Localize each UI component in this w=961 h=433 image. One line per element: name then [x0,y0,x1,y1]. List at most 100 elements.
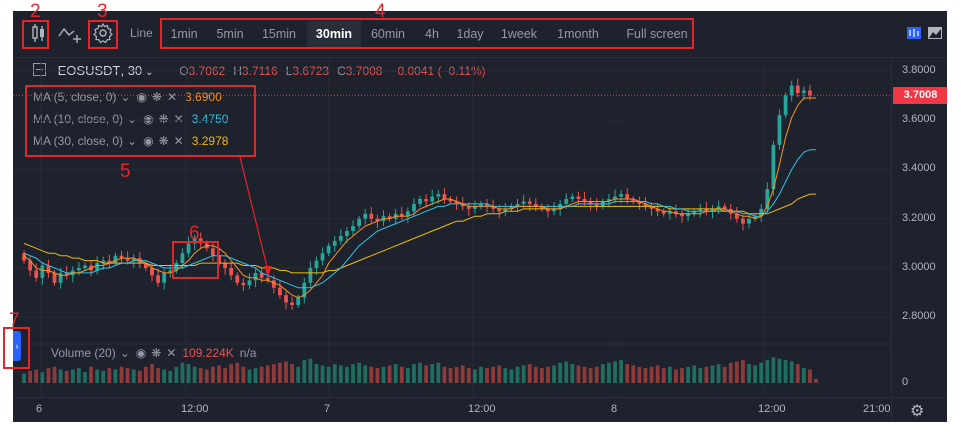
candlestick-icon[interactable] [27,21,49,45]
candle-body [186,243,191,254]
volume-bar [314,364,319,383]
close-icon[interactable]: ✕ [173,134,184,148]
volume-bar [241,366,246,383]
candle-body [302,282,307,298]
candle-body [399,213,404,217]
interval-1week[interactable]: 1week [500,27,538,41]
volume-close-icon[interactable]: ✕ [166,346,177,360]
time-axis[interactable]: 6 12:00 7 12:00 8 12:00 21:00 [13,397,891,422]
volume-bar [95,369,100,383]
volume-bar [734,361,739,383]
volume-bar [381,366,386,383]
volume-bar [753,365,758,383]
axis-settings-gear-icon[interactable]: ⚙ [910,403,925,420]
collapse-legend-icon[interactable] [33,63,46,76]
volume-bar [655,365,660,383]
chart-type-blue-icon[interactable] [906,21,922,45]
volume-bar [156,368,160,383]
time-tick-label: 8 [611,403,618,415]
price-tick-label: 3.4000 [902,162,936,175]
line-chart-button[interactable]: Line [130,26,153,40]
candle-body [454,201,459,204]
candle-body [40,265,45,278]
candle-body [235,275,240,283]
candle-body [460,203,465,207]
candle-body [619,194,623,197]
interval-30min[interactable]: 30min [307,21,361,47]
volume-bar [552,365,556,383]
interval-60min[interactable]: 60min [370,27,406,41]
volume-bar [759,362,764,383]
gear-icon[interactable]: ❋ [158,112,169,126]
gear-icon[interactable]: ❋ [151,90,162,104]
indicators-icon[interactable] [57,21,83,45]
chevron-down-icon[interactable]: ⌄ [127,134,138,148]
volume-bar [698,368,703,383]
candle-body [278,287,282,296]
price-tick-label: 3.6000 [902,113,936,126]
volume-bar [546,366,550,383]
candle-body [168,270,173,273]
fullscreen-button[interactable]: Full screen [626,27,688,41]
volume-bar [351,364,355,383]
candle-body [649,206,654,209]
volume-bar [174,366,179,383]
volume-bar [582,366,587,383]
price-axis[interactable]: 3.8000 3.6000 3.4000 3.2000 3.0000 2.8000 0 3.7… [891,57,947,397]
candle-body [34,270,39,278]
gear-icon[interactable]: ❋ [158,134,169,148]
candle-body [515,203,520,207]
side-panel-toggle-button[interactable]: › [13,331,21,361]
candle-body [76,268,81,271]
candle-body [643,203,648,207]
annotation-number-2: 2 [30,1,41,22]
price-chart[interactable] [13,11,947,422]
volume-bar [180,362,185,383]
eye-icon[interactable]: ◉ [143,112,154,126]
candle-body [217,255,221,264]
volume-bar [741,360,745,383]
candle-body [198,238,203,244]
volume-eye-icon[interactable]: ◉ [135,346,147,360]
interval-1month[interactable]: 1month [557,27,599,41]
candle-body [747,218,751,224]
volume-bar [332,364,337,383]
volume-bar [271,364,276,383]
candle-body [570,196,575,199]
candle-body [296,297,301,305]
volume-gear-icon[interactable]: ❋ [151,346,162,360]
close-icon[interactable]: ✕ [173,112,184,126]
chart-type-area-icon[interactable] [927,21,943,45]
interval-5min[interactable]: 5min [216,27,244,41]
volume-bar [466,368,471,383]
settings-gear-icon[interactable] [91,21,115,45]
ma5-line [23,97,816,299]
volume-bar [594,366,599,383]
volume-value: 109.224K [182,346,234,360]
interval-1day[interactable]: 1day [456,27,484,41]
candle-body [357,218,362,227]
volume-bar [576,365,581,383]
chevron-down-icon[interactable]: ⌄ [127,112,138,126]
close-icon[interactable]: ✕ [166,90,178,104]
interval-4h[interactable]: 4h [425,27,439,41]
volume-chevron-icon[interactable]: ⌄ [119,346,130,360]
candle-body [546,208,550,212]
volume-bar [393,364,398,383]
interval-15min[interactable]: 15min [261,27,297,41]
interval-chevron-icon[interactable]: ⌄ [145,67,154,78]
volume-bar [747,364,751,383]
eye-icon[interactable]: ◉ [136,90,147,104]
time-tick-label: 6 [36,403,43,415]
volume-bar [680,368,684,383]
candle-body [582,199,587,202]
interval-1min[interactable]: 1min [170,27,198,41]
chevron-down-icon[interactable]: ⌄ [120,90,131,104]
candle-body [594,203,599,207]
eye-icon[interactable]: ◉ [143,134,154,148]
volume-bar [345,366,349,383]
indicator-label: MA (5, close, 0) [33,90,117,104]
volume-bar [217,365,221,383]
volume-bar [442,366,447,383]
price-tick-label: 2.8000 [902,310,936,323]
